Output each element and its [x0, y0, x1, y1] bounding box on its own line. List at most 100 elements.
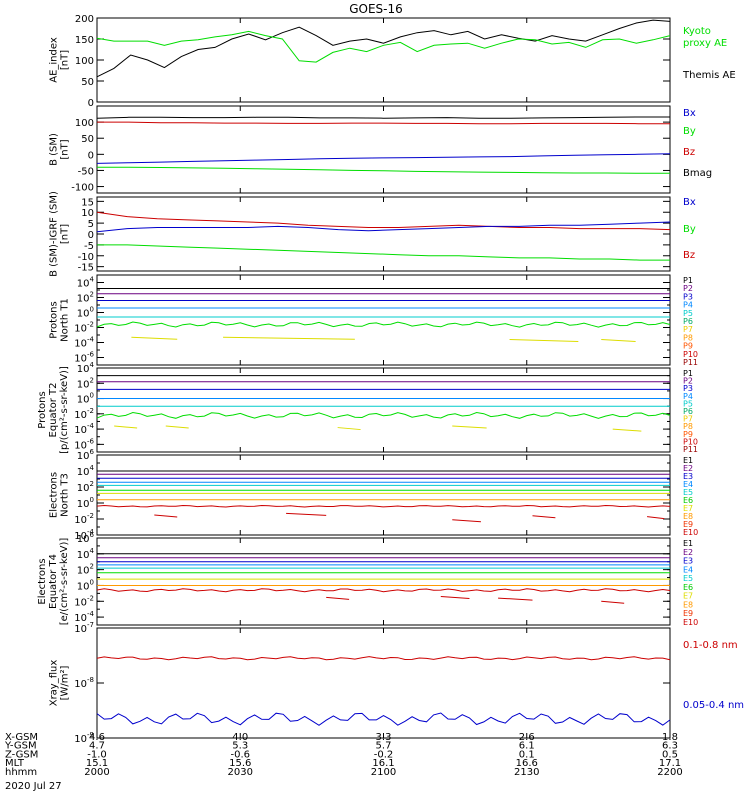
series-p7-segment — [165, 425, 189, 429]
y-tick-label: 50 — [81, 77, 94, 88]
y-tick-label: 100 — [77, 392, 94, 406]
x-axis-value: 5.3 — [232, 741, 248, 752]
legend-item: 0.05-0.4 nm — [683, 700, 744, 711]
y-axis-label: [nT] — [60, 139, 71, 159]
series-p6 — [96, 411, 671, 419]
y-tick-label: 100 — [75, 118, 94, 129]
legend-item: E4 — [683, 565, 693, 574]
y-tick-label: 0 — [88, 98, 94, 109]
series-by — [97, 244, 670, 261]
legend-item: Themis AE — [682, 70, 736, 81]
x-axis-value: 15.1 — [86, 758, 108, 769]
series-e10-segment — [601, 600, 625, 604]
series-e10-segment — [154, 514, 178, 518]
x-axis-value: 3.3 — [376, 732, 392, 743]
y-tick-label: 104 — [77, 464, 95, 478]
y-axis-label: North T3 — [60, 473, 71, 517]
legend-item: E7 — [683, 592, 693, 601]
series-bx — [96, 153, 671, 164]
plot-title: GOES-16 — [349, 2, 403, 16]
legend-item: Bz — [683, 250, 695, 261]
y-axis-label: Protons — [49, 301, 60, 338]
x-axis-value: -0.6 — [230, 749, 250, 760]
x-axis-value: -0.2 — [374, 749, 394, 760]
y-axis-label: [W/m²] — [60, 665, 71, 700]
y-tick-label: -5 — [84, 241, 94, 252]
x-axis-value: 16.6 — [516, 758, 538, 769]
y-tick-label: 5 — [88, 219, 94, 230]
series-p7-segment — [509, 339, 579, 342]
series-p7-segment — [612, 428, 642, 432]
legend-item: E5 — [683, 488, 693, 497]
x-axis-value: 0.5 — [662, 749, 678, 760]
series-e10-segment — [647, 516, 665, 520]
x-axis-value: 2030 — [228, 767, 253, 778]
panel-frame — [96, 105, 671, 194]
x-axis-value: 1.8 — [662, 732, 678, 743]
series-bz — [96, 211, 671, 231]
y-tick-label: 150 — [75, 35, 94, 46]
series-e10-segment — [440, 596, 470, 600]
y-tick-label: 200 — [75, 14, 94, 25]
legend-item: Bmag — [683, 168, 712, 179]
x-axis-value: 2.6 — [519, 732, 535, 743]
legend-item: E1 — [683, 456, 693, 465]
y-tick-label: 10-2 — [74, 407, 94, 421]
y-tick-label: 104 — [77, 361, 95, 375]
y-axis-label: [nT] — [60, 224, 71, 244]
panel-8: 10-9 10-8 10-7 Xray_flux [W/m²] 0.1-0.8 nm 0.0… — [49, 621, 745, 745]
series-bx — [96, 221, 671, 233]
x-axis-row-label: hhmm — [5, 767, 37, 778]
y-tick-label: 104 — [77, 276, 95, 290]
y-tick-label: 0 — [88, 150, 94, 161]
legend-item: P9 — [683, 342, 693, 351]
y-tick-label: 100 — [77, 306, 94, 320]
series-bz — [97, 121, 670, 125]
panel-frame — [96, 17, 671, 103]
legend-item: P5 — [683, 399, 693, 408]
legend-item: E2 — [683, 548, 693, 557]
series-e10-segment — [286, 512, 327, 516]
legend-item: Bz — [683, 147, 695, 158]
legend-item: Kyoto — [683, 26, 711, 37]
series-e9 — [96, 504, 671, 508]
y-tick-label: 50 — [81, 134, 94, 145]
series-p7-segment — [601, 339, 636, 342]
y-tick-label: 10 — [81, 208, 94, 219]
legend-item: E7 — [683, 504, 693, 513]
legend-item: E1 — [683, 539, 693, 548]
y-tick-label: 10-4 — [74, 610, 94, 624]
x-axis-value: 4.6 — [89, 732, 105, 743]
legend-item: 0.1-0.8 nm — [683, 640, 738, 651]
y-axis-label: Equator T2 — [48, 383, 59, 438]
y-axis-label: [e/(cm²-s-sr-keV)] — [59, 538, 70, 626]
legend-item: P10 — [683, 437, 698, 446]
y-tick-label: 10-6 — [74, 351, 94, 365]
legend-item: P8 — [683, 422, 693, 431]
y-tick-label: 10-7 — [74, 621, 94, 635]
y-tick-label: 10-9 — [74, 731, 94, 745]
y-tick-label: 10-6 — [74, 437, 94, 451]
x-axis-value: 4.7 — [89, 741, 105, 752]
legend-item: E5 — [683, 574, 693, 583]
legend-item: P3 — [683, 292, 693, 301]
x-axis-value: 4.0 — [232, 732, 248, 743]
y-tick-label: 10-4 — [74, 528, 94, 542]
x-axis-value: 2130 — [514, 767, 539, 778]
y-axis-label: AE_index — [49, 37, 60, 83]
x-axis-row-label: MLT — [5, 758, 25, 769]
legend-item: E3 — [683, 557, 693, 566]
x-axis-value: 6.1 — [519, 741, 535, 752]
legend-item: proxy AE — [683, 38, 727, 49]
y-tick-label: 0 — [88, 230, 94, 241]
legend-item: By — [683, 224, 696, 235]
legend-item: E8 — [683, 512, 693, 521]
legend-item: P1 — [683, 276, 693, 285]
y-axis-label: Protons — [37, 391, 48, 428]
y-axis-label: B (SM) — [49, 133, 60, 166]
y-tick-label: 10-4 — [74, 422, 94, 436]
